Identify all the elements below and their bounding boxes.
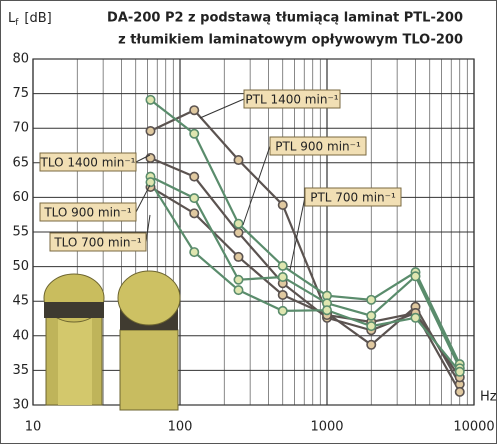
data-point [366, 294, 377, 305]
x-tick-label: 10000 [453, 420, 494, 435]
data-point [189, 208, 200, 219]
data-point [145, 125, 156, 136]
y-tick-label: 40 [12, 328, 29, 343]
x-tick-label: 100 [168, 420, 193, 435]
y-tick-label: 35 [12, 363, 29, 378]
y-tick-label: 60 [12, 190, 29, 205]
data-point [189, 128, 200, 139]
data-point [366, 321, 377, 332]
x-tick-label: 1000 [310, 420, 343, 435]
data-point [454, 366, 465, 377]
x-axis-label: Hz [480, 390, 497, 405]
series-line [150, 175, 461, 369]
y-tick-label: 30 [12, 398, 29, 413]
y-label-unit: [dB] [24, 11, 51, 26]
y-tick-label: 75 [12, 86, 29, 101]
data-point [189, 105, 200, 116]
data-point [277, 260, 288, 271]
data-point [233, 227, 244, 238]
leader-line [199, 98, 245, 119]
y-label-main: L [8, 11, 16, 26]
x-tick-label: 10 [25, 420, 42, 435]
series-markers [145, 94, 465, 397]
data-point [410, 312, 421, 323]
leader-line [242, 145, 271, 226]
data-point [145, 177, 156, 188]
data-point [145, 152, 156, 163]
data-point [321, 305, 332, 316]
data-point [277, 200, 288, 211]
data-point [454, 386, 465, 397]
leader-line [289, 196, 306, 271]
series-line [149, 186, 461, 393]
title-line-1: DA-200 P2 z podstawą tłumiącą laminat PT… [107, 11, 463, 26]
y-tick-label: 50 [12, 259, 29, 274]
data-point [233, 218, 244, 229]
data-point [233, 251, 244, 262]
y-axis-label: Lf [dB] [8, 11, 52, 28]
y-tick-label: 45 [12, 294, 29, 309]
y-tick-label: 70 [12, 121, 29, 136]
series-line [149, 181, 461, 373]
legend-label: PTL 900 min⁻¹ [275, 140, 361, 154]
data-point [410, 271, 421, 282]
data-point [189, 247, 200, 258]
data-point [233, 155, 244, 166]
data-point [189, 171, 200, 182]
data-point [145, 94, 156, 105]
data-point [233, 274, 244, 285]
legend-box [243, 89, 341, 109]
muffler-photos [43, 270, 181, 411]
y-label-sub: f [15, 18, 19, 28]
series-line [150, 156, 461, 378]
legend-box [39, 202, 137, 222]
legend-label: PTL 700 min⁻¹ [310, 191, 396, 205]
data-point [277, 305, 288, 316]
data-point [277, 271, 288, 282]
legend-label: PTL 1400 min⁻¹ [245, 93, 338, 107]
leader-line [145, 214, 151, 243]
legend-label: TLO 900 min⁻¹ [43, 206, 132, 220]
legend-box [39, 152, 137, 172]
series-line [149, 98, 461, 365]
data-point [233, 285, 244, 296]
legend-box [304, 187, 402, 207]
y-tick-label: 80 [12, 52, 29, 67]
leader-line [135, 154, 151, 163]
series-line [150, 108, 461, 385]
legend-label: TLO 1400 min⁻¹ [40, 156, 136, 170]
series-lines [149, 98, 461, 393]
legend-box [269, 136, 367, 156]
data-point [277, 289, 288, 300]
data-point [366, 339, 377, 350]
title-line-2: z tłumikiem laminatowym opływowym TLO-20… [118, 33, 463, 48]
legend-label: TLO 700 min⁻¹ [53, 236, 142, 250]
data-point [189, 193, 200, 204]
leader-line [135, 184, 151, 213]
data-point [366, 310, 377, 321]
legend-box [49, 232, 147, 252]
y-tick-label: 65 [12, 155, 29, 170]
y-tick-label: 55 [12, 225, 29, 240]
